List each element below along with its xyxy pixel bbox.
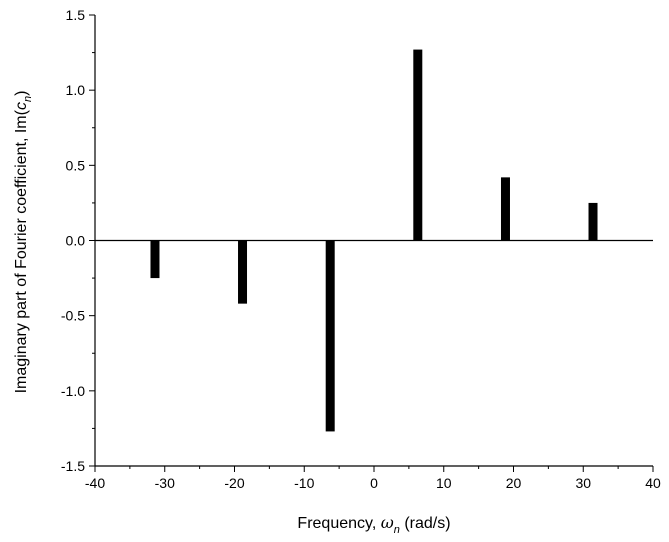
x-axis-title: Frequency, ωn (rad/s) xyxy=(297,513,450,536)
x-axis-title-suffix: (rad/s) xyxy=(400,515,451,532)
y-tick-label-1: -1.0 xyxy=(61,383,85,399)
x-tick-label-8: 40 xyxy=(645,475,661,491)
bar-0 xyxy=(150,240,160,279)
bar-1 xyxy=(238,240,248,304)
x-tick-label-7: 30 xyxy=(575,475,591,491)
x-axis-title-subscript: n xyxy=(394,524,400,536)
ticks-group xyxy=(89,14,654,472)
y-axis-title: Imaginary part of Fourier coefficient, I… xyxy=(13,91,34,394)
y-tick-label-4: 0.5 xyxy=(66,157,86,173)
y-tick-label-3: 0.0 xyxy=(66,233,86,249)
bar-5 xyxy=(588,202,598,241)
plot-frame xyxy=(94,15,653,467)
y-axis-title-prefix: Imaginary part of Fourier coefficient, I… xyxy=(13,109,30,393)
x-tick-label-2: -20 xyxy=(224,475,244,491)
y-axis-title-symbol: c xyxy=(13,102,30,110)
bar-3 xyxy=(413,49,423,241)
y-tick-label-6: 1.5 xyxy=(66,7,86,23)
bars-group xyxy=(150,49,598,432)
x-tick-label-5: 10 xyxy=(436,475,452,491)
tick-labels-group: -40 -30 -20 -10 0 10 20 30 40 -1.5 -1.0 -0.5 0.0 0.5 1… xyxy=(61,7,661,491)
y-axis-title-suffix: ) xyxy=(13,91,30,96)
x-tick-label-6: 20 xyxy=(506,475,522,491)
x-tick-label-3: -10 xyxy=(294,475,314,491)
y-tick-label-2: -0.5 xyxy=(61,308,85,324)
x-tick-label-0: -40 xyxy=(85,475,105,491)
x-axis-title-symbol: ω xyxy=(381,513,394,532)
bar-4 xyxy=(500,177,510,241)
y-axis-title-subscript: n xyxy=(22,96,34,102)
x-tick-label-4: 0 xyxy=(370,475,378,491)
x-tick-label-1: -30 xyxy=(155,475,175,491)
x-axis-title-prefix: Frequency, xyxy=(297,515,380,532)
y-tick-label-0: -1.5 xyxy=(61,458,85,474)
bar-2 xyxy=(325,240,335,432)
y-tick-label-5: 1.0 xyxy=(66,82,86,98)
